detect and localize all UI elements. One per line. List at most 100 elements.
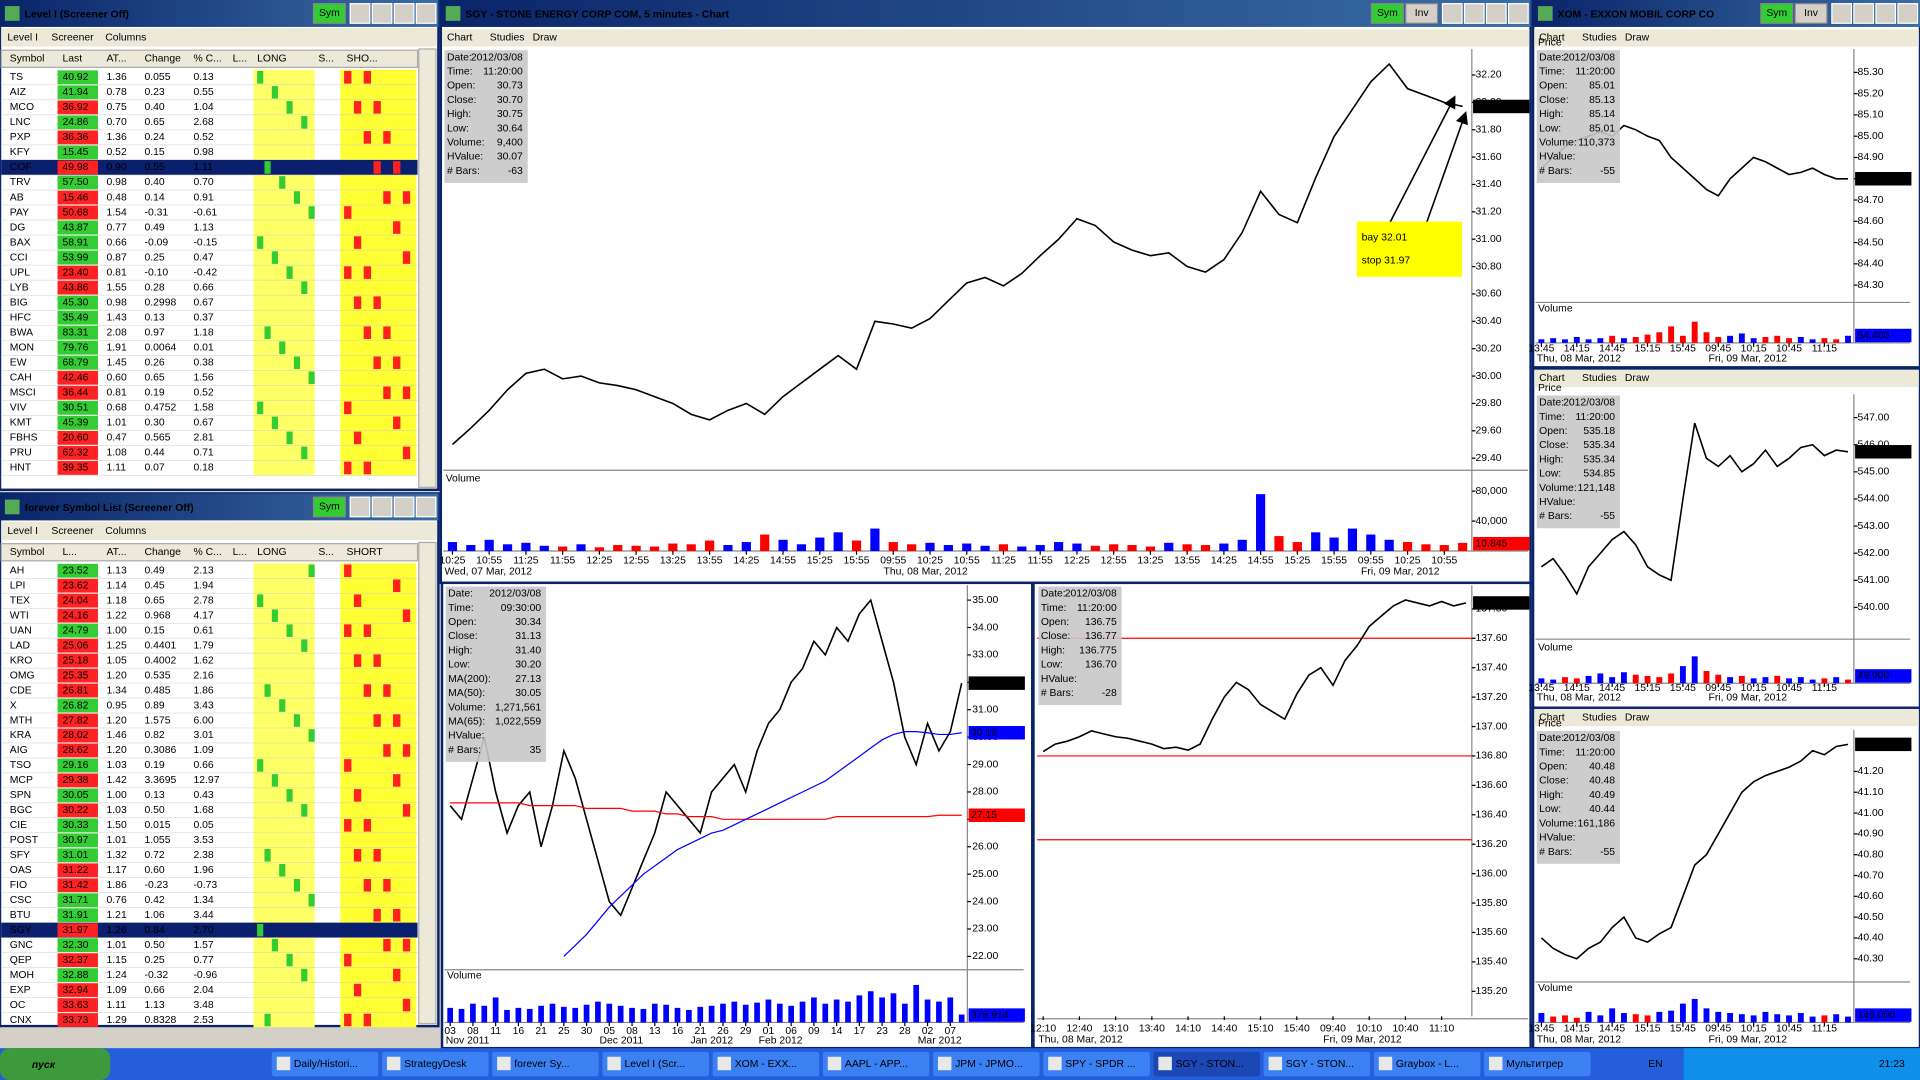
info-value: 110,373 [1578, 138, 1615, 149]
taskbar-item[interactable] [271, 1051, 379, 1077]
window-button[interactable] [349, 3, 371, 24]
y-tick-label: 135.20 [1476, 986, 1508, 997]
taskbar-item[interactable] [1263, 1051, 1371, 1077]
taskbar-item[interactable] [1484, 1051, 1591, 1077]
info-label: # Bars: [1539, 511, 1572, 522]
close-button[interactable] [415, 3, 437, 24]
cell: 0.45 [144, 580, 164, 591]
cell: UAN [10, 625, 32, 636]
date-label: Jan 2012 [690, 1036, 733, 1047]
y-tick-label: 29.00 [972, 759, 998, 770]
menu-item[interactable]: Level I [7, 526, 38, 537]
menu-item[interactable]: Level I [7, 33, 38, 44]
column-header[interactable]: L... [233, 54, 247, 65]
column-header[interactable]: LONG [257, 54, 286, 65]
window-button[interactable] [1831, 3, 1853, 24]
toolbar-button[interactable] [1405, 3, 1439, 24]
maximize-button[interactable] [393, 496, 415, 518]
column-header[interactable]: Last [62, 54, 82, 65]
maximize-button[interactable] [393, 3, 415, 24]
minimize-button[interactable] [1853, 3, 1875, 24]
column-header[interactable]: LONG [257, 547, 286, 558]
column-header[interactable]: Change [144, 547, 181, 558]
x-tick-label: 11:15 [1812, 1023, 1837, 1034]
column-header[interactable]: Change [144, 54, 181, 65]
cell: 36.44 [62, 388, 88, 399]
taskbar-item[interactable] [602, 1051, 709, 1077]
menu-item[interactable]: Screener [51, 526, 94, 537]
taskbar-item[interactable] [1043, 1051, 1150, 1077]
long-signal [293, 714, 300, 727]
cell: 0.71 [193, 448, 213, 459]
menu-item[interactable]: Screener [51, 33, 94, 44]
menu-item[interactable]: Columns [105, 33, 146, 44]
menu-item[interactable]: Chart [1539, 373, 1565, 384]
menu-item[interactable]: Draw [1625, 712, 1650, 723]
toolbar-button[interactable] [312, 3, 346, 24]
column-header[interactable]: L... [62, 547, 76, 558]
taskbar-icon [1488, 1056, 1503, 1071]
menu-item[interactable]: Draw [533, 33, 558, 44]
short-signal [383, 938, 391, 952]
column-header[interactable]: SHO... [347, 54, 378, 65]
column-header[interactable]: % C... [193, 547, 221, 558]
cell: 1.13 [107, 566, 127, 577]
volume-bar [1402, 542, 1413, 552]
cell: 0.70 [107, 117, 127, 128]
taskbar-item[interactable] [822, 1051, 930, 1077]
taskbar-item[interactable] [1153, 1051, 1260, 1077]
selected-row [1, 159, 418, 175]
column-header[interactable]: % C... [193, 54, 221, 65]
toolbar-button[interactable] [1760, 3, 1794, 24]
window-button[interactable] [349, 496, 371, 518]
short-signal [344, 461, 352, 475]
window-button[interactable] [1441, 3, 1463, 24]
menu-item[interactable]: Studies [1582, 712, 1617, 723]
volume-bar [1585, 339, 1592, 343]
menu-item[interactable]: Chart [1539, 712, 1565, 723]
start-button[interactable] [0, 1048, 111, 1080]
toolbar-button[interactable] [1794, 3, 1828, 24]
taskbar-item[interactable] [382, 1051, 489, 1077]
minimize-button[interactable] [371, 496, 393, 518]
menu-item[interactable]: Draw [1625, 373, 1650, 384]
taskbar-item[interactable] [933, 1051, 1040, 1077]
cell: 26.82 [62, 700, 88, 711]
menu-item[interactable]: Columns [105, 526, 146, 537]
taskbar-item[interactable] [1373, 1051, 1481, 1077]
menu-item[interactable]: Studies [1582, 373, 1617, 384]
maximize-button[interactable] [1875, 3, 1897, 24]
last-cell [57, 908, 98, 923]
column-header[interactable]: AT... [107, 547, 127, 558]
maximize-button[interactable] [1485, 3, 1507, 24]
minimize-button[interactable] [371, 3, 393, 24]
cell: -0.31 [144, 207, 168, 218]
column-header[interactable]: S... [318, 54, 334, 65]
column-header[interactable]: Symbol [10, 547, 45, 558]
last-cell [57, 85, 98, 100]
taskbar-item[interactable] [492, 1051, 599, 1077]
cell: 1.14 [107, 580, 127, 591]
cell: 1.36 [107, 132, 127, 143]
info-value: 11:20:00 [1575, 67, 1615, 78]
column-header[interactable]: Symbol [10, 54, 45, 65]
column-header[interactable]: SHORT [347, 547, 384, 558]
menu-item[interactable]: Draw [1625, 33, 1650, 44]
taskbar-item[interactable] [712, 1051, 820, 1077]
minimize-button[interactable] [1463, 3, 1485, 24]
volume-bar [1727, 1013, 1734, 1023]
close-button[interactable] [1507, 3, 1529, 24]
column-header[interactable]: S... [318, 547, 334, 558]
cell: 0.77 [193, 955, 213, 966]
column-header[interactable]: AT... [107, 54, 127, 65]
close-button[interactable] [1897, 3, 1919, 24]
toolbar-button[interactable] [1370, 3, 1404, 24]
column-header[interactable]: L... [233, 547, 247, 558]
menu-item[interactable]: Chart [1539, 33, 1565, 44]
menu-item[interactable]: Studies [490, 33, 525, 44]
close-button[interactable] [415, 496, 437, 518]
menu-item[interactable]: Chart [447, 33, 473, 44]
volume-bar [1164, 542, 1174, 552]
toolbar-button[interactable] [312, 496, 346, 518]
menu-item[interactable]: Studies [1582, 33, 1617, 44]
